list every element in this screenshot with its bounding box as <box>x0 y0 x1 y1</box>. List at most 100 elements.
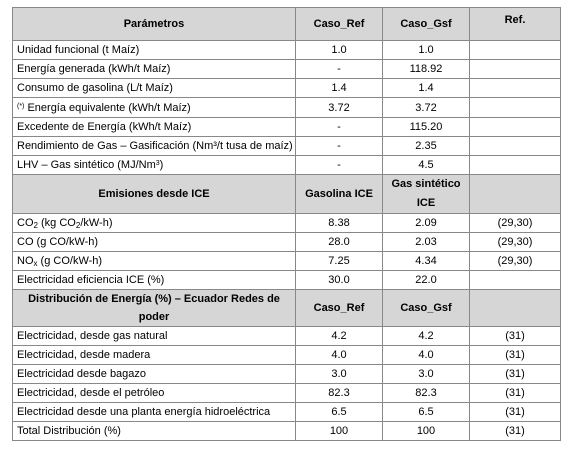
row-label: Consumo de gasolina (L/t Maíz) <box>12 78 296 98</box>
header-empty <box>469 174 561 214</box>
gas-sintetico-value: 2.03 <box>382 232 470 252</box>
row-label-cell: (*) Energía equivalente (kWh/t Maíz) <box>12 97 296 118</box>
caso-ref-value: 4.2 <box>295 326 383 346</box>
table-row: NOx (g CO/kW-h) 7.25 4.34 (29,30) <box>12 251 561 271</box>
superscript: 3 <box>155 160 160 167</box>
row-label: Electricidad desde una planta energía hi… <box>12 402 296 422</box>
caso-gsf-value: 4.2 <box>382 326 470 346</box>
reference-cell: (31) <box>469 364 561 384</box>
row-label-unit-end: /kW-h) <box>80 217 113 229</box>
row-label: CO (g CO/kW-h) <box>12 232 296 252</box>
reference-cell <box>469 270 561 290</box>
caso-ref-value: 82.3 <box>295 383 383 403</box>
table-row: Electricidad, desde gas natural 4.2 4.2 … <box>12 326 561 346</box>
caso-gsf-value: 118.92 <box>382 59 470 79</box>
reference-cell: (31) <box>469 421 561 441</box>
caso-ref-value: - <box>295 136 383 156</box>
caso-gsf-value: 6.5 <box>382 402 470 422</box>
row-label: Electricidad desde bagazo <box>12 364 296 384</box>
row-label: Electricidad, desde gas natural <box>12 326 296 346</box>
row-label: Total Distribución (%) <box>12 421 296 441</box>
row-label-unit: (g CO/kW-h) <box>37 255 103 267</box>
reference-cell <box>469 155 561 175</box>
caso-gsf-value: 1.0 <box>382 40 470 60</box>
row-label: Energía equivalente (kWh/t Maíz) <box>27 102 191 114</box>
table-row: Electricidad desde una planta energía hi… <box>12 402 561 422</box>
header-empty <box>469 289 561 327</box>
row-label: Excedente de Energía (kWh/t Maíz) <box>12 117 296 137</box>
gas-sintetico-value: 2.09 <box>382 213 470 233</box>
parameters-table: Parámetros Caso_Ref Caso_Gsf Ref. Unidad… <box>12 7 561 441</box>
caso-gsf-value: 4.0 <box>382 345 470 365</box>
reference-cell: (29,30) <box>469 251 561 271</box>
caso-gsf-value: 100 <box>382 421 470 441</box>
caso-ref-value: 4.0 <box>295 345 383 365</box>
table-row: Total Distribución (%) 100 100 (31) <box>12 421 561 441</box>
caso-ref-value: 6.5 <box>295 402 383 422</box>
gasolina-value: 7.25 <box>295 251 383 271</box>
reference-cell <box>469 40 561 60</box>
row-label-cell: NOx (g CO/kW-h) <box>12 251 296 271</box>
caso-gsf-value: 4.5 <box>382 155 470 175</box>
table-row: Energía generada (kWh/t Maíz) - 118.92 <box>12 59 561 79</box>
reference-cell <box>469 136 561 156</box>
header-caso-gsf: Caso_Gsf <box>382 289 470 327</box>
caso-gsf-value: 1.4 <box>382 78 470 98</box>
table-row: (*) Energía equivalente (kWh/t Maíz) 3.7… <box>12 97 561 118</box>
subscript: 2 <box>75 221 81 230</box>
caso-gsf-value: 82.3 <box>382 383 470 403</box>
table-row: Electricidad desde bagazo 3.0 3.0 (31) <box>12 364 561 384</box>
table-row: CO2 (kg CO2/kW-h) 8.38 2.09 (29,30) <box>12 213 561 233</box>
header-line: poder <box>138 311 170 323</box>
header-row-parameters: Parámetros Caso_Ref Caso_Gsf Ref. <box>12 7 561 41</box>
row-label: Electricidad eficiencia ICE (%) <box>12 270 296 290</box>
row-label: LHV – Gas sintético (MJ/Nm <box>17 159 156 171</box>
reference-cell: (29,30) <box>469 213 561 233</box>
caso-ref-value: - <box>295 59 383 79</box>
caso-ref-value: 100 <box>295 421 383 441</box>
caso-ref-value: - <box>295 155 383 175</box>
header-distribucion: Distribución de Energía (%) – Ecuador Re… <box>12 289 296 327</box>
caso-gsf-value: 115.20 <box>382 117 470 137</box>
parameters-table-container: Parámetros Caso_Ref Caso_Gsf Ref. Unidad… <box>12 7 561 441</box>
header-gasolina-ice: Gasolina ICE <box>295 174 383 214</box>
table-row: Unidad funcional (t Maíz) 1.0 1.0 <box>12 40 561 60</box>
reference-cell <box>469 117 561 137</box>
reference-cell <box>469 59 561 79</box>
gasolina-value: 28.0 <box>295 232 383 252</box>
row-label: CO <box>17 217 34 229</box>
header-row-distribution: Distribución de Energía (%) – Ecuador Re… <box>12 289 561 327</box>
footnote-marker: (*) <box>17 103 25 110</box>
gasolina-value: 8.38 <box>295 213 383 233</box>
gas-sintetico-value: 4.34 <box>382 251 470 271</box>
reference-cell <box>469 97 561 118</box>
header-gas-sintetico-ice: Gas sintético ICE <box>382 174 470 214</box>
table-row: LHV – Gas sintético (MJ/Nm3) - 4.5 <box>12 155 561 175</box>
row-label-end: ) <box>159 159 164 171</box>
row-label: Electricidad, desde madera <box>12 345 296 365</box>
reference-cell: (31) <box>469 345 561 365</box>
caso-ref-value: 1.0 <box>295 40 383 60</box>
row-label: Electricidad, desde el petróleo <box>12 383 296 403</box>
table-row: Electricidad, desde el petróleo 82.3 82.… <box>12 383 561 403</box>
caso-gsf-value: 3.72 <box>382 97 470 118</box>
caso-gsf-value: 3.0 <box>382 364 470 384</box>
header-line: Distribución de Energía (%) – Ecuador Re… <box>28 293 280 305</box>
header-line: Gas sintético <box>391 178 461 190</box>
gas-sintetico-value: 22.0 <box>382 270 470 290</box>
header-parametros: Parámetros <box>12 7 296 41</box>
gasolina-value: 30.0 <box>295 270 383 290</box>
row-label-unit: (kg CO <box>37 217 76 229</box>
row-label: Energía generada (kWh/t Maíz) <box>12 59 296 79</box>
header-caso-ref: Caso_Ref <box>295 289 383 327</box>
header-row-emissions: Emisiones desde ICE Gasolina ICE Gas sin… <box>12 174 561 214</box>
row-label: Unidad funcional (t Maíz) <box>12 40 296 60</box>
table-row: Electricidad, desde madera 4.0 4.0 (31) <box>12 345 561 365</box>
header-caso-ref: Caso_Ref <box>295 7 383 41</box>
table-row: Rendimiento de Gas – Gasificación (Nm³/t… <box>12 136 561 156</box>
row-label-cell: LHV – Gas sintético (MJ/Nm3) <box>12 155 296 175</box>
row-label-cell: CO2 (kg CO2/kW-h) <box>12 213 296 233</box>
caso-gsf-value: 2.35 <box>382 136 470 156</box>
reference-cell: (29,30) <box>469 232 561 252</box>
header-line: ICE <box>416 197 436 209</box>
